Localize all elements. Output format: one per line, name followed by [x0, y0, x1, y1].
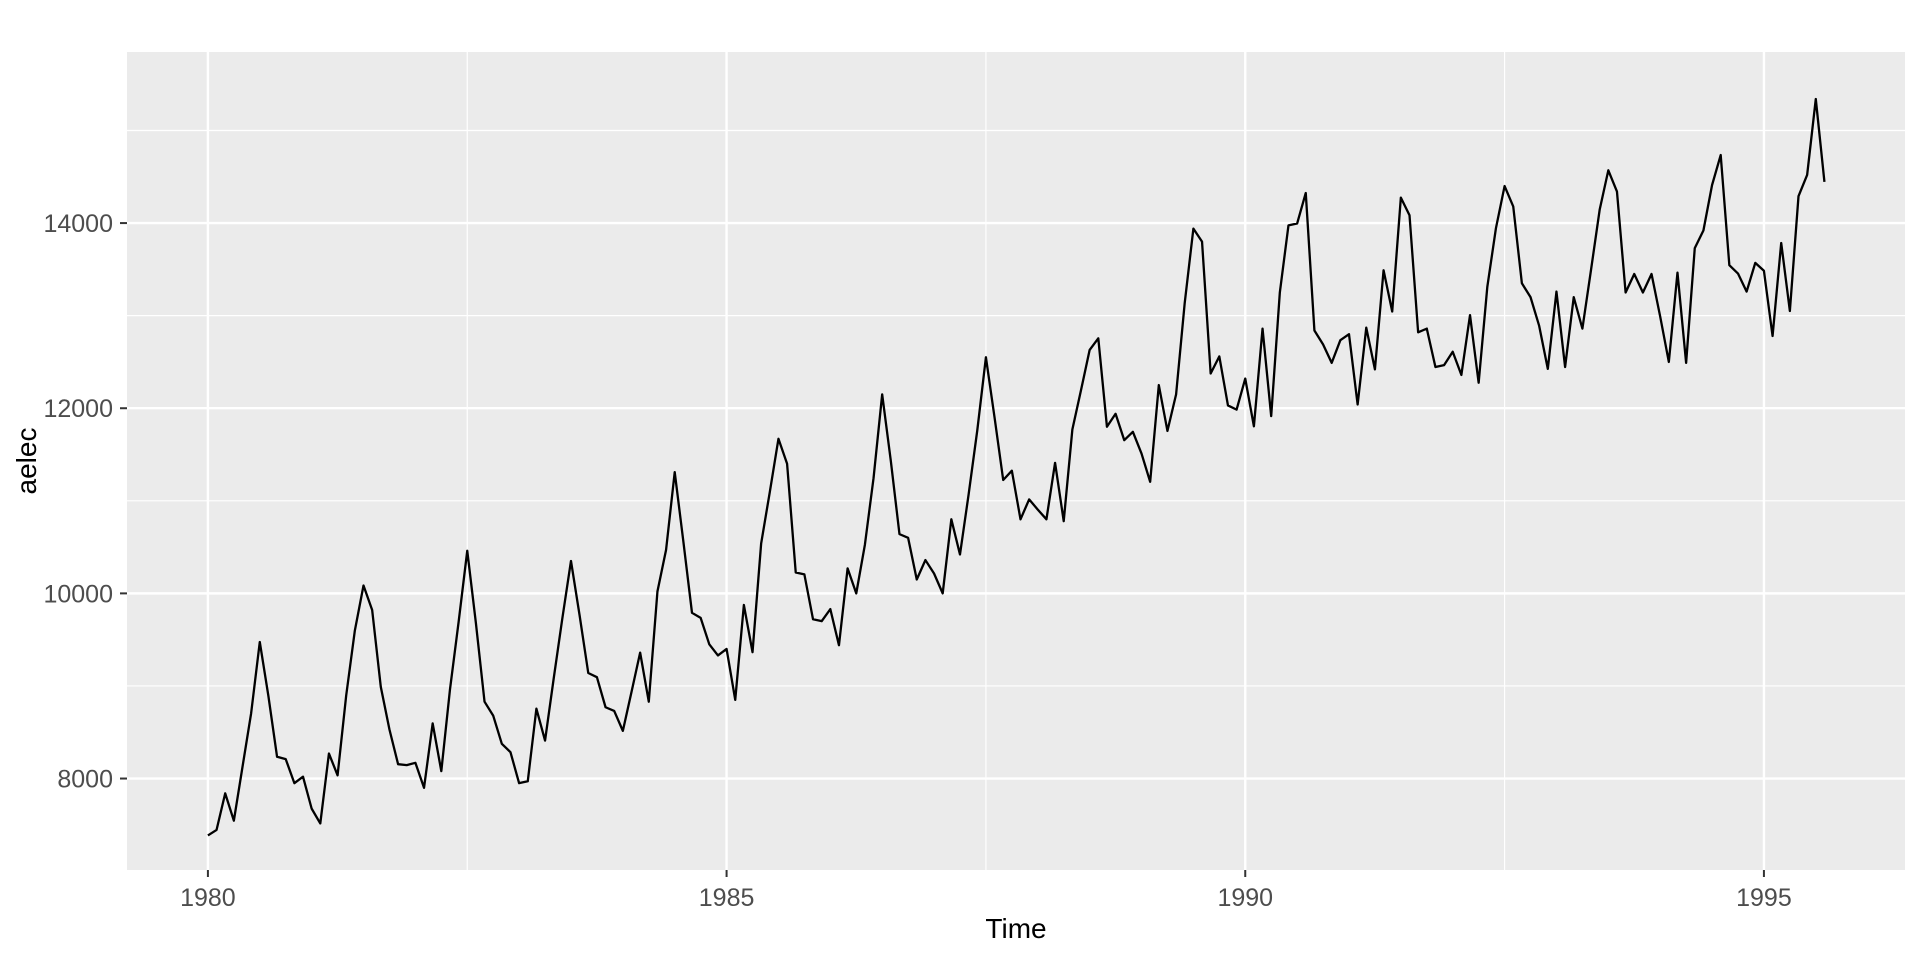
x-tick-label: 1995: [1736, 884, 1792, 912]
grid-major-lines: [127, 52, 1905, 870]
plot-panel: [127, 52, 1905, 870]
axis-tick-labels: 1980 1985 1990 1995 8000 10000 12000 14000: [43, 210, 1791, 912]
y-tick-label: 10000: [43, 580, 113, 608]
y-tick-label: 14000: [43, 210, 113, 238]
x-tick-label: 1990: [1217, 884, 1273, 912]
aelec-series-line: [207, 97, 1826, 837]
y-tick-label: 12000: [43, 395, 113, 423]
y-tick-label: 8000: [57, 766, 113, 794]
y-axis-title: aelec: [11, 428, 42, 495]
x-tick-label: 1985: [699, 884, 755, 912]
axis-tick-marks: [120, 222, 1765, 877]
x-axis-title: Time: [985, 913, 1046, 944]
x-tick-label: 1980: [180, 884, 236, 912]
